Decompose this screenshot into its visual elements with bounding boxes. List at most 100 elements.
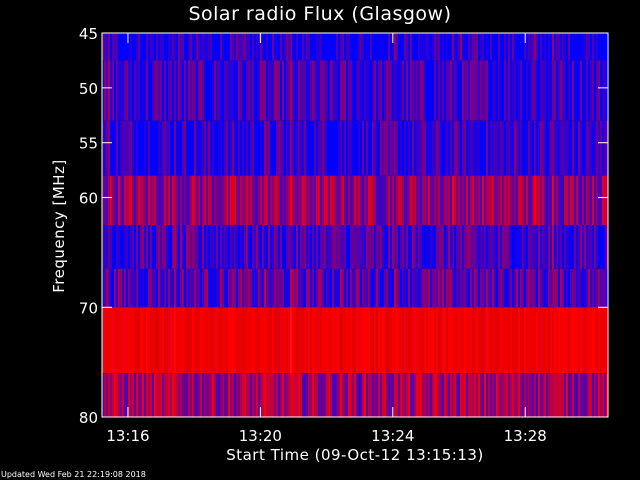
heatmap-cell	[370, 268, 373, 308]
heatmap-cell	[488, 307, 491, 374]
heatmap-cell	[108, 33, 111, 61]
heatmap-cell	[350, 225, 353, 269]
heatmap-cell	[460, 60, 463, 121]
heatmap-cell	[232, 373, 235, 417]
heatmap-cell	[480, 225, 483, 269]
heatmap-cell	[102, 175, 105, 225]
heatmap-cell	[168, 60, 171, 121]
heatmap-cell	[586, 307, 589, 374]
heatmap-cell	[558, 373, 561, 417]
heatmap-cell	[226, 120, 229, 176]
heatmap-cell	[364, 225, 367, 269]
heatmap-cell	[594, 33, 597, 61]
heatmap-cell	[284, 175, 287, 225]
heatmap-cell	[136, 175, 139, 225]
heatmap-cell	[298, 373, 301, 417]
heatmap-cell	[272, 373, 275, 417]
heatmap-cell	[330, 307, 333, 374]
heatmap-cell	[428, 373, 431, 417]
heatmap-cell	[374, 60, 377, 121]
heatmap-cell	[354, 373, 357, 417]
heatmap-cell	[470, 120, 473, 176]
heatmap-cell	[194, 307, 197, 374]
heatmap-cell	[398, 60, 401, 121]
heatmap-cell	[314, 268, 317, 308]
heatmap-cell	[420, 307, 423, 374]
heatmap-cell	[598, 225, 601, 269]
heatmap-cell	[386, 120, 389, 176]
heatmap-cell	[298, 120, 301, 176]
heatmap-cell	[254, 60, 257, 121]
heatmap-cell	[258, 33, 261, 61]
heatmap-cell	[436, 175, 439, 225]
heatmap-cell	[464, 33, 467, 61]
heatmap-cell	[388, 373, 391, 417]
heatmap-cell	[180, 175, 183, 225]
heatmap-cell	[406, 120, 409, 176]
heatmap-cell	[486, 225, 489, 269]
heatmap-cell	[568, 120, 571, 176]
heatmap-cell	[348, 175, 351, 225]
heatmap-cell	[154, 307, 157, 374]
heatmap-cell	[392, 120, 395, 176]
heatmap-cell	[184, 373, 187, 417]
heatmap-cell	[130, 60, 133, 121]
heatmap-cell	[194, 225, 197, 269]
heatmap-cell	[118, 225, 121, 269]
heatmap-cell	[326, 307, 329, 374]
heatmap-cell	[304, 268, 307, 308]
heatmap-cell	[574, 225, 577, 269]
heatmap-cell	[544, 60, 547, 121]
heatmap-cell	[110, 307, 113, 374]
heatmap-cell	[250, 120, 253, 176]
heatmap-cell	[576, 268, 579, 308]
heatmap-cell	[270, 120, 273, 176]
heatmap-cell	[596, 33, 599, 61]
heatmap-cell	[312, 373, 315, 417]
heatmap-cell	[362, 60, 365, 121]
heatmap-cell	[510, 33, 513, 61]
heatmap-cell	[592, 120, 595, 176]
heatmap-cell	[506, 373, 509, 417]
heatmap-cell	[540, 268, 543, 308]
heatmap-cell	[158, 33, 161, 61]
heatmap-cell	[374, 225, 377, 269]
heatmap-cell	[566, 307, 569, 374]
heatmap-cell	[422, 307, 425, 374]
heatmap-cell	[258, 60, 261, 121]
heatmap-cell	[588, 60, 591, 121]
heatmap-cell	[202, 225, 205, 269]
heatmap-cell	[340, 307, 343, 374]
heatmap-cell	[600, 373, 603, 417]
heatmap-cell	[114, 373, 117, 417]
heatmap-cell	[286, 60, 289, 121]
heatmap-cell	[538, 175, 541, 225]
heatmap-cell	[344, 268, 347, 308]
heatmap-cell	[458, 33, 461, 61]
heatmap-cell	[514, 268, 517, 308]
heatmap-cell	[368, 175, 371, 225]
heatmap-cell	[246, 307, 249, 374]
heatmap-cell	[346, 225, 349, 269]
heatmap-cell	[424, 373, 427, 417]
heatmap-cell	[228, 175, 231, 225]
heatmap-cell	[578, 307, 581, 374]
heatmap-cell	[328, 268, 331, 308]
heatmap-cell	[408, 307, 411, 374]
heatmap-cell	[516, 175, 519, 225]
heatmap-cell	[220, 120, 223, 176]
heatmap-cell	[492, 307, 495, 374]
heatmap-cell	[222, 307, 225, 374]
heatmap-cell	[370, 60, 373, 121]
heatmap-cell	[392, 225, 395, 269]
heatmap-cell	[384, 33, 387, 61]
heatmap-cell	[448, 225, 451, 269]
heatmap-cell	[562, 175, 565, 225]
heatmap-cell	[276, 60, 279, 121]
heatmap-cell	[556, 307, 559, 374]
heatmap-cell	[518, 373, 521, 417]
heatmap-cell	[136, 120, 139, 176]
heatmap-cell	[294, 225, 297, 269]
heatmap-cell	[412, 120, 415, 176]
heatmap-cell	[420, 268, 423, 308]
